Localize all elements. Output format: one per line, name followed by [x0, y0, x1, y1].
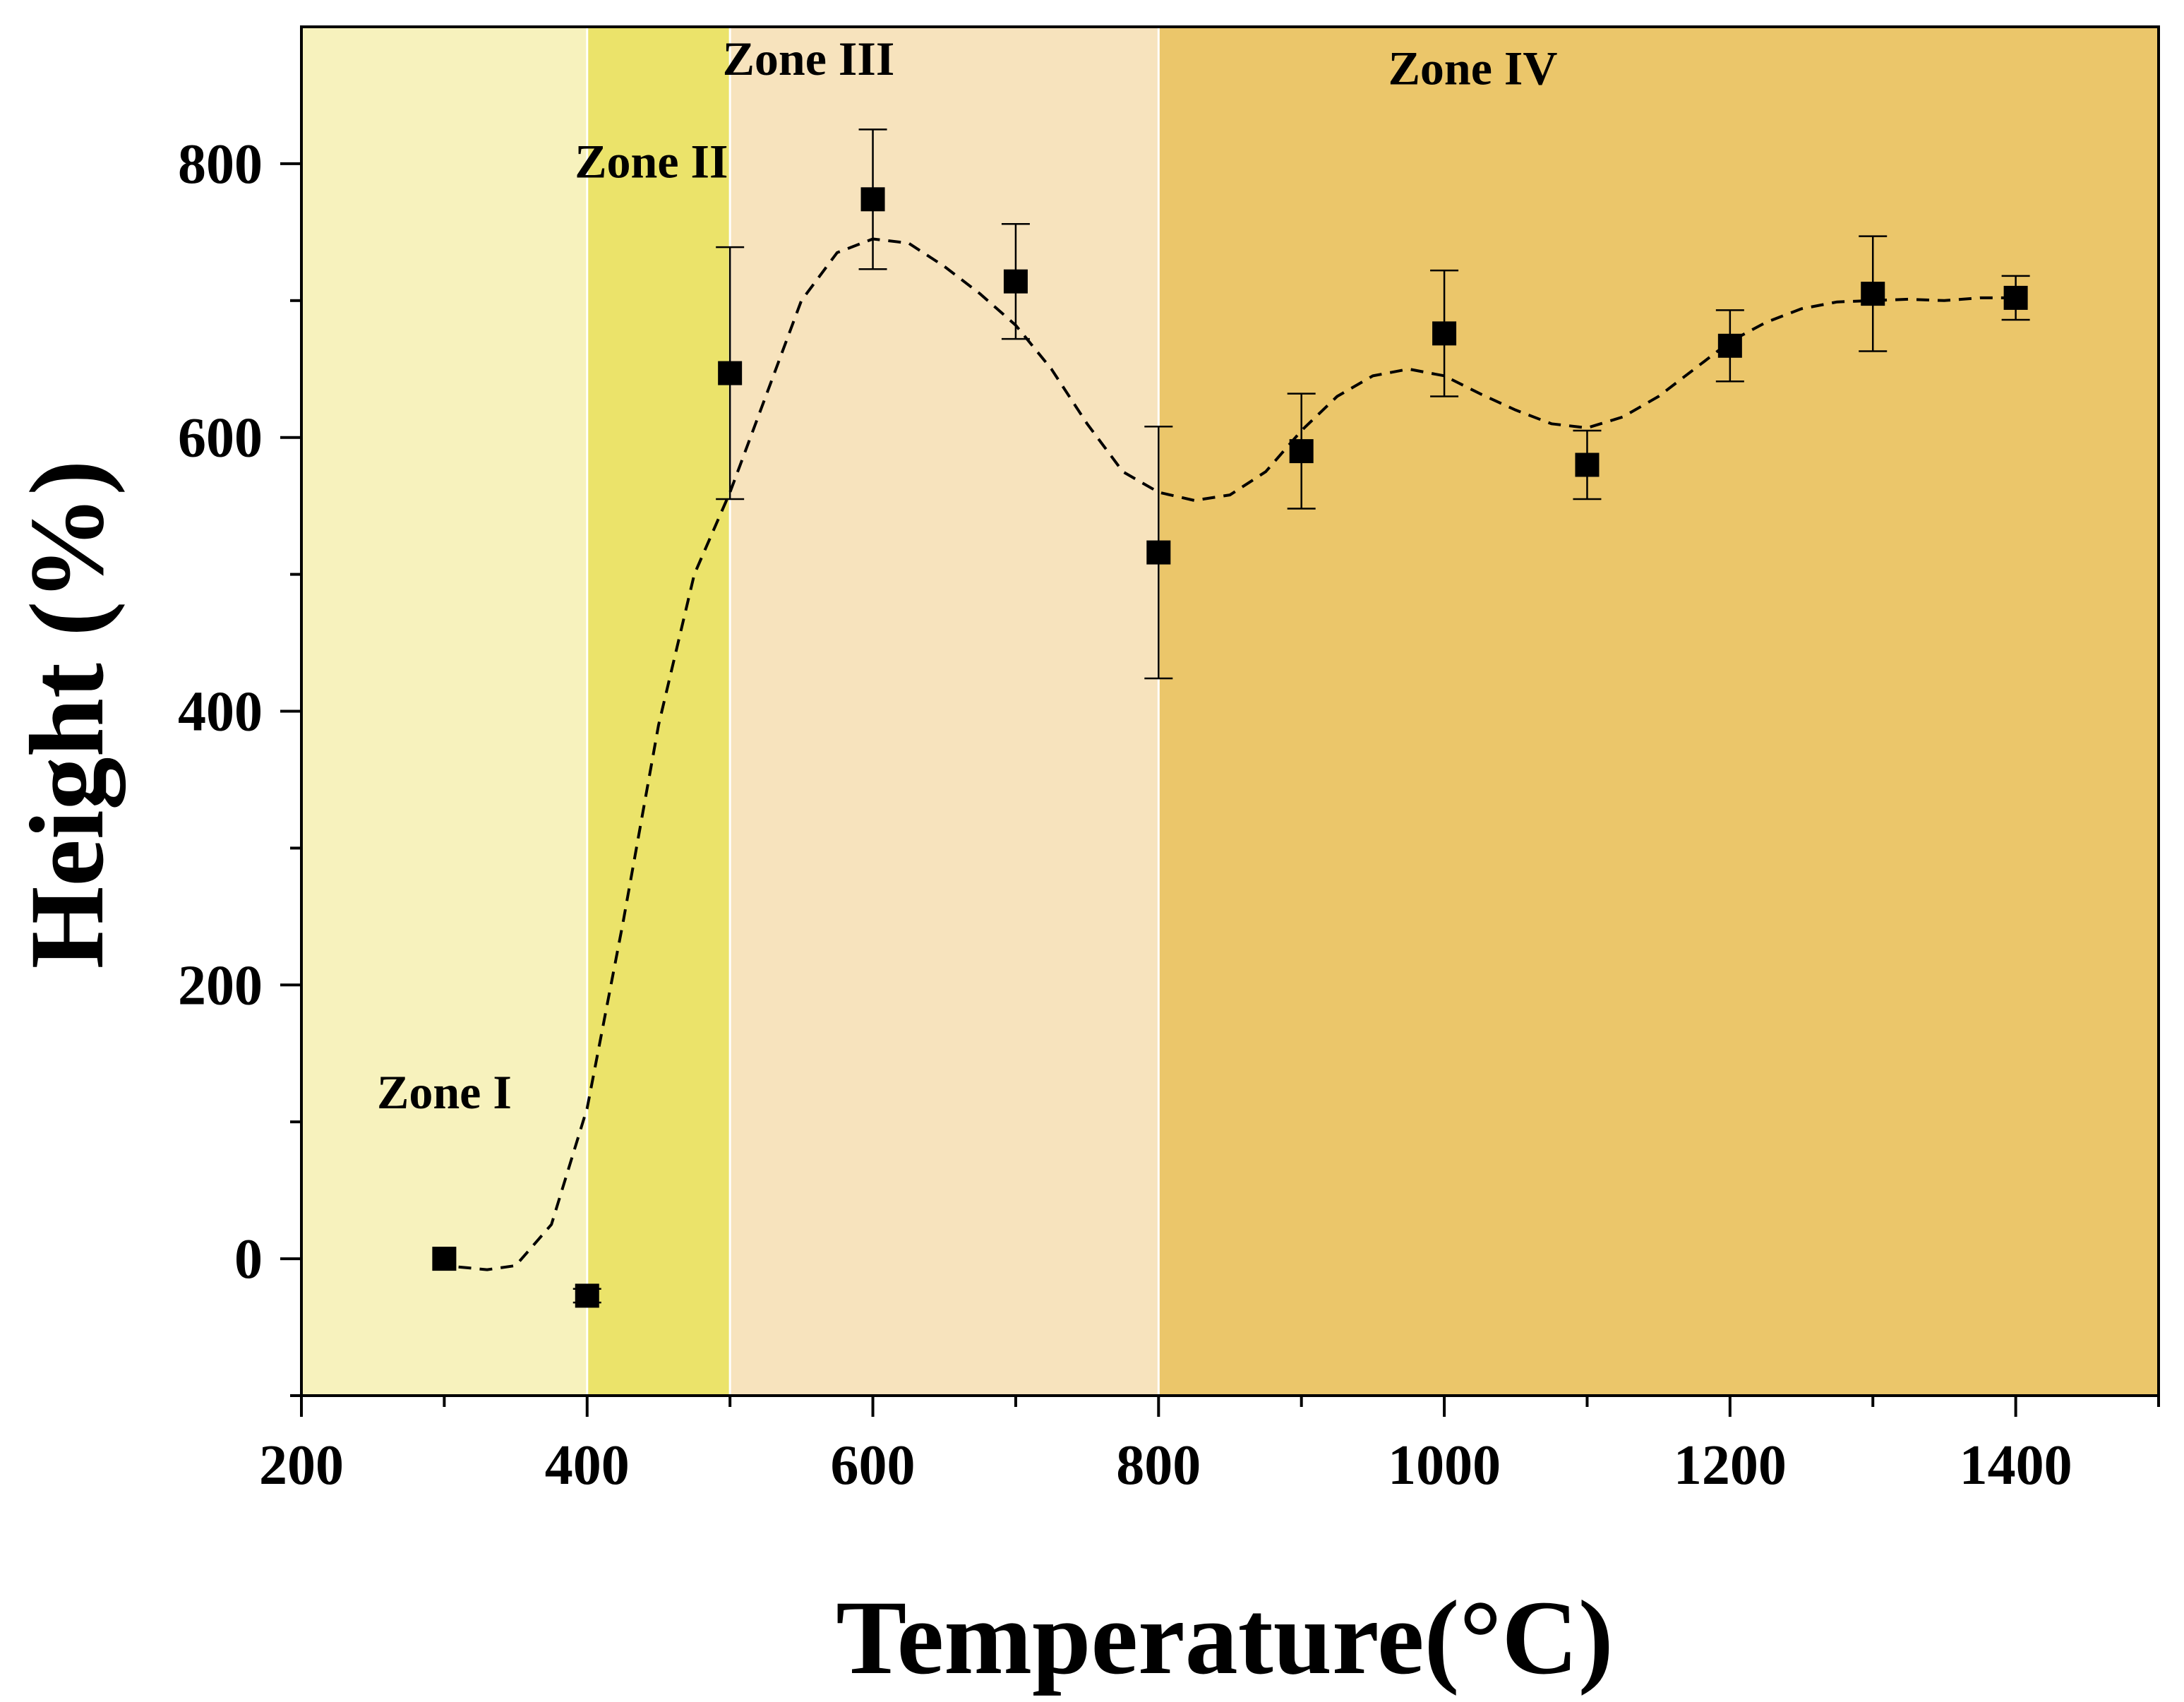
- fit-curve-group: [458, 237, 2016, 1271]
- zone-1-label: Zone I: [377, 1065, 512, 1119]
- y-tick-label: 200: [178, 954, 263, 1017]
- zone-2-label: Zone II: [575, 134, 728, 188]
- tick-labels: 200 400 600 800 1000 1200 1400 0 200 400 600 800: [178, 133, 2072, 1497]
- x-tick-label: 200: [259, 1434, 344, 1497]
- data-point-700: [1003, 269, 1028, 294]
- data-points: [432, 187, 2028, 1308]
- data-point-1300: [1861, 282, 1885, 306]
- y-tick-label: 600: [178, 407, 263, 469]
- data-point-400: [575, 1283, 599, 1308]
- data-point-1200: [1717, 333, 1742, 358]
- y-tick-label: 800: [178, 133, 263, 196]
- zone-1-band: [301, 27, 587, 1396]
- data-point-300: [432, 1247, 457, 1271]
- data-point-1000: [1432, 321, 1457, 346]
- zone-4-band: [1158, 27, 2159, 1396]
- x-tick-label: 1000: [1388, 1434, 1501, 1497]
- x-tick-label: 400: [545, 1434, 630, 1497]
- y-tick-label: 400: [178, 681, 263, 743]
- x-tick-label: 800: [1116, 1434, 1201, 1497]
- fit-curve: [458, 237, 2016, 1271]
- y-tick-label: 0: [234, 1228, 263, 1290]
- data-point-1400: [2003, 285, 2028, 310]
- zone-labels: Zone I Zone II Zone III Zone IV: [377, 32, 1558, 1119]
- zone-backgrounds: [301, 27, 2159, 1396]
- zone-3-band: [730, 27, 1159, 1396]
- x-tick-label: 1200: [1674, 1434, 1787, 1497]
- data-point-900: [1289, 439, 1314, 464]
- data-point-800: [1146, 540, 1171, 565]
- data-point-600: [860, 187, 885, 212]
- data-point-1100: [1575, 453, 1600, 477]
- zone-2-band: [587, 27, 731, 1396]
- zone-4-label: Zone IV: [1388, 41, 1558, 95]
- zone-3-label: Zone III: [723, 32, 895, 85]
- axes: [280, 25, 2160, 1417]
- x-tick-label: 1400: [1960, 1434, 2072, 1497]
- data-point-500: [718, 361, 743, 385]
- y-axis-title: Height (%): [8, 460, 126, 969]
- x-tick-label: 600: [831, 1434, 916, 1497]
- x-axis-title: Temperature(°C): [836, 1579, 1613, 1696]
